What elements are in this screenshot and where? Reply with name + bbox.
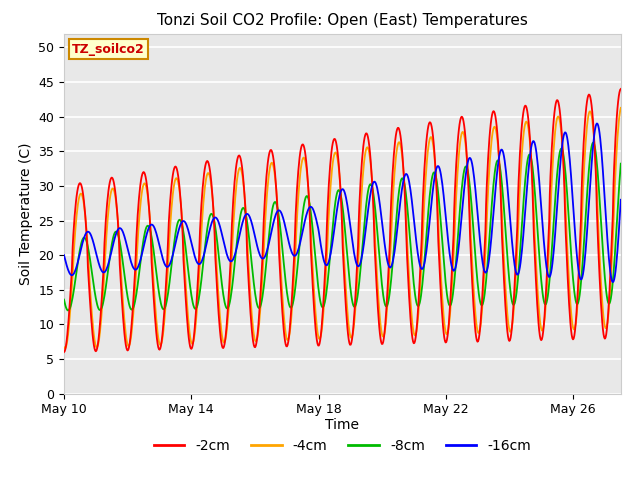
X-axis label: Time: Time [325, 418, 360, 432]
Y-axis label: Soil Temperature (C): Soil Temperature (C) [19, 143, 33, 285]
Title: Tonzi Soil CO2 Profile: Open (East) Temperatures: Tonzi Soil CO2 Profile: Open (East) Temp… [157, 13, 528, 28]
Text: TZ_soilco2: TZ_soilco2 [72, 43, 145, 56]
Legend: -2cm, -4cm, -8cm, -16cm: -2cm, -4cm, -8cm, -16cm [148, 433, 536, 459]
